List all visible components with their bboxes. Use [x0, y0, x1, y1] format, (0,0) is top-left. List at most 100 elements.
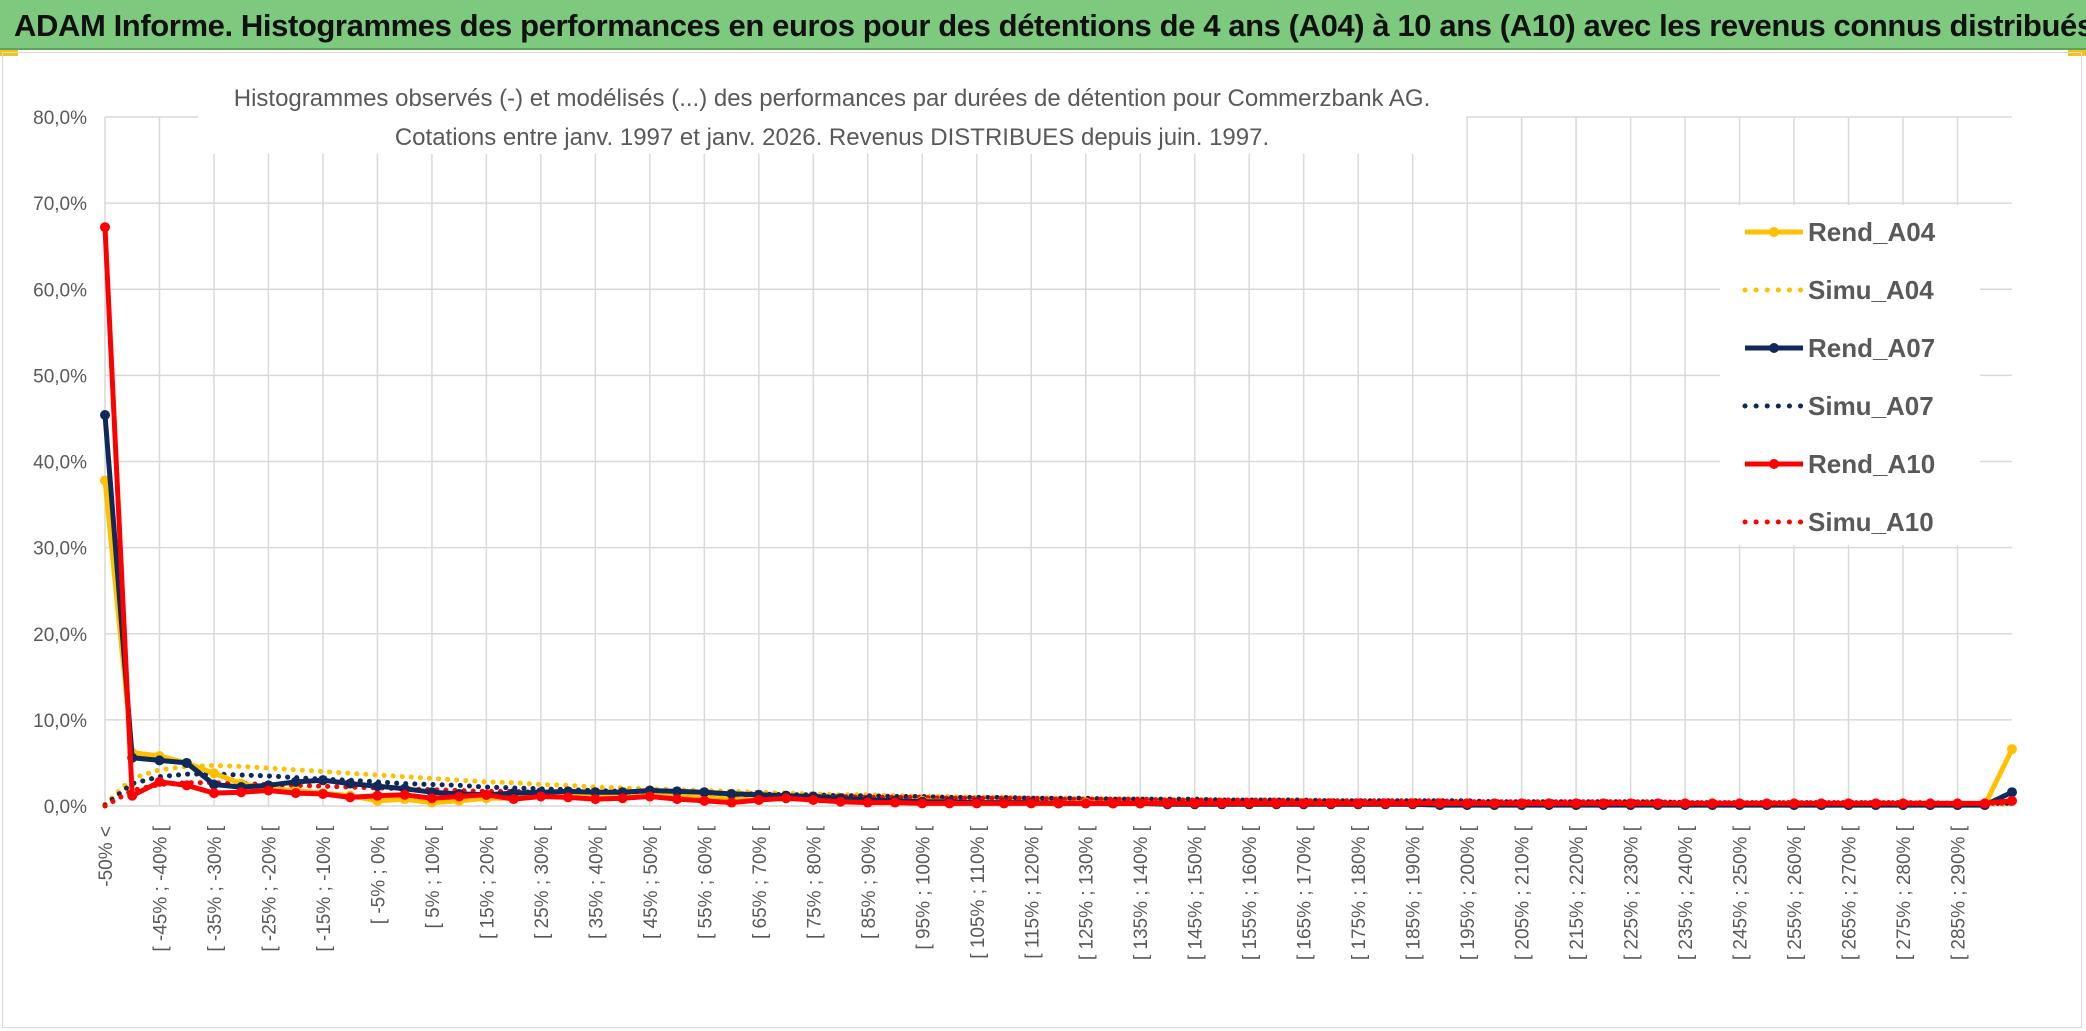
x-tick-label: [ 245% ; 250% [	[1731, 825, 1752, 960]
data-point	[100, 409, 110, 420]
data-point	[481, 789, 492, 800]
x-tick-label: [ -5% ; 0% [	[368, 825, 389, 924]
gridlines	[104, 116, 2012, 807]
y-tick-label: 30,0%	[33, 539, 87, 560]
x-tick-label: [ 45% ; 50% [	[641, 825, 662, 939]
data-point	[1080, 798, 1091, 809]
legend: Rend_A04 Simu_A04 Rend_A07 Simu_A07 Rend_A10…	[1720, 205, 1980, 545]
data-point	[944, 798, 955, 809]
y-tick-label: 60,0%	[33, 280, 87, 301]
y-tick-label: 20,0%	[33, 625, 87, 646]
title-background	[198, 80, 1466, 154]
legend-marker	[1769, 459, 1779, 469]
x-tick-label: [ 25% ; 30% [	[532, 825, 553, 939]
corner-accent-left	[0, 50, 18, 56]
legend-item: Simu_A10	[1742, 507, 1934, 537]
x-tick-label: [ -25% ; -20% [	[259, 825, 280, 951]
data-point	[2007, 744, 2017, 755]
x-tick-label: [ 75% ; 80% [	[804, 825, 825, 939]
data-point	[1789, 798, 1800, 809]
data-point	[345, 792, 356, 803]
data-point	[236, 787, 247, 798]
data-point	[699, 787, 710, 798]
header-banner: ADAM Informe. Histogrammes des performan…	[0, 0, 2086, 50]
data-point	[1107, 798, 1118, 809]
data-point	[672, 786, 683, 797]
data-point	[1462, 798, 1473, 809]
data-point	[345, 778, 356, 789]
data-point	[1380, 798, 1391, 809]
data-point	[100, 222, 110, 233]
x-tick-label: [ 285% ; 290% [	[1949, 825, 1970, 960]
x-tick-label: [ 265% ; 270% [	[1840, 825, 1861, 960]
x-tick-label: [ 165% ; 170% [	[1295, 825, 1316, 960]
series-Rend_A10	[100, 222, 2017, 809]
chart-frame	[2, 52, 2082, 1028]
data-point	[1325, 798, 1336, 809]
data-point	[399, 789, 410, 800]
x-tick-label: [ 275% ; 280% [	[1894, 825, 1915, 960]
data-point	[1162, 798, 1173, 809]
data-point	[1489, 798, 1500, 809]
data-point	[2007, 795, 2017, 806]
y-tick-label: 50,0%	[33, 366, 87, 387]
chart-title-line2: Cotations entre janv. 1997 et janv. 2026…	[395, 124, 1269, 151]
legend-label: Rend_A04	[1808, 217, 1936, 247]
data-point	[181, 757, 192, 768]
data-point	[263, 785, 274, 796]
x-tick-label: [ 95% ; 100% [	[913, 825, 934, 949]
legend-item: Simu_A07	[1742, 391, 1934, 421]
data-point	[426, 793, 437, 804]
data-point	[672, 794, 683, 805]
data-point	[208, 788, 219, 799]
data-point	[2007, 787, 2017, 798]
y-tick-label: 70,0%	[33, 194, 87, 215]
data-point	[1216, 798, 1227, 809]
data-point	[1434, 798, 1445, 809]
data-point	[563, 792, 574, 803]
x-tick-label: [ 205% ; 210% [	[1513, 825, 1534, 960]
legend-label: Simu_A10	[1808, 507, 1934, 537]
series-Simu_A07	[102, 771, 2015, 808]
legend-label: Rend_A10	[1808, 449, 1935, 479]
y-axis-ticks: 0,0% 10,0% 20,0% 30,0% 40,0% 50,0% 60,0% 70,0% 8…	[33, 108, 87, 818]
data-point	[317, 788, 328, 799]
x-tick-label: [ 105% ; 110% [	[968, 825, 989, 958]
y-tick-label: 10,0%	[33, 711, 87, 732]
legend-item: Simu_A04	[1742, 275, 1934, 305]
data-point	[1652, 798, 1663, 809]
chart-title-line1: Histogrammes observés (-) et modélisés (…	[234, 85, 1431, 112]
data-point	[1625, 798, 1636, 809]
y-tick-label: 80,0%	[33, 108, 87, 129]
series	[100, 222, 2017, 811]
x-tick-label: [ 225% ; 230% [	[1622, 825, 1643, 960]
data-point	[535, 791, 546, 802]
legend-label: Simu_A07	[1808, 391, 1934, 421]
x-tick-label: [ 155% ; 160% [	[1240, 825, 1261, 960]
data-point	[835, 796, 846, 807]
data-point	[1053, 798, 1064, 809]
data-point	[154, 776, 165, 787]
x-tick-label: [ -45% ; -40% [	[150, 825, 171, 951]
x-tick-label: [ 175% ; 180% [	[1349, 825, 1370, 960]
data-point	[1298, 798, 1309, 809]
x-tick-label: [ 85% ; 90% [	[859, 825, 880, 939]
data-point	[699, 795, 710, 806]
data-point	[890, 797, 901, 808]
x-tick-label: -50% <	[96, 826, 117, 887]
x-tick-label: [ 145% ; 150% [	[1186, 825, 1207, 960]
x-tick-label: [ 115% ; 120% [	[1022, 825, 1043, 958]
legend-label: Simu_A04	[1808, 275, 1934, 305]
data-point	[644, 791, 655, 802]
data-point	[208, 768, 219, 779]
legend-background	[1720, 205, 1980, 545]
data-point	[127, 790, 138, 801]
data-point	[1816, 798, 1827, 809]
x-tick-label: [ 185% ; 190% [	[1404, 825, 1425, 960]
data-point	[290, 776, 301, 787]
x-tick-label: [ 15% ; 20% [	[477, 825, 498, 939]
data-point	[181, 780, 192, 791]
data-point	[154, 755, 165, 766]
data-point	[1843, 798, 1854, 809]
